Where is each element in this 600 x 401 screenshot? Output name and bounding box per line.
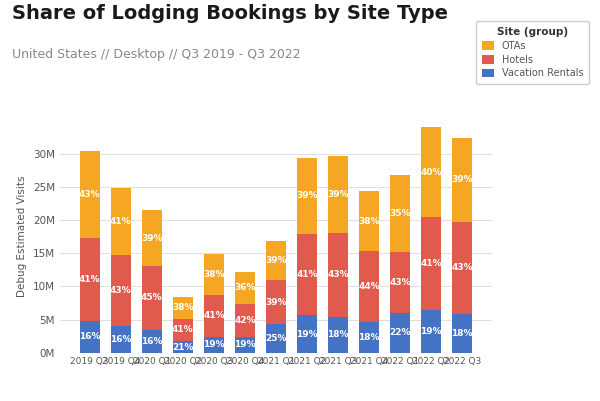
Bar <box>328 156 348 233</box>
Bar <box>421 217 442 310</box>
Bar <box>80 238 100 321</box>
Text: 40%: 40% <box>421 168 442 176</box>
Bar <box>359 322 379 353</box>
Bar <box>266 280 286 324</box>
Text: 41%: 41% <box>79 275 101 284</box>
Bar <box>452 138 472 222</box>
Text: United States // Desktop // Q3 2019 - Q3 2022: United States // Desktop // Q3 2019 - Q3… <box>12 48 301 61</box>
Text: 35%: 35% <box>389 209 411 218</box>
Text: 43%: 43% <box>451 263 473 273</box>
Bar <box>359 251 379 322</box>
Bar <box>142 330 162 353</box>
Bar <box>110 255 131 326</box>
Text: 39%: 39% <box>327 190 349 199</box>
Bar <box>173 319 193 341</box>
Text: 18%: 18% <box>358 333 380 342</box>
Text: 36%: 36% <box>234 283 256 292</box>
Text: 39%: 39% <box>265 298 287 307</box>
Text: 43%: 43% <box>389 278 411 287</box>
Text: Share of Lodging Bookings by Site Type: Share of Lodging Bookings by Site Type <box>12 4 448 23</box>
Text: 38%: 38% <box>172 303 194 312</box>
Bar <box>110 188 131 255</box>
Text: 19%: 19% <box>421 327 442 336</box>
Bar <box>390 313 410 353</box>
Text: 19%: 19% <box>234 340 256 350</box>
Text: 39%: 39% <box>265 256 287 265</box>
Text: 45%: 45% <box>141 294 163 302</box>
Text: 41%: 41% <box>172 326 194 334</box>
Text: 38%: 38% <box>358 217 380 226</box>
Text: 41%: 41% <box>203 312 225 320</box>
Bar <box>142 211 162 266</box>
Text: 43%: 43% <box>79 190 101 199</box>
Bar <box>266 241 286 280</box>
Bar <box>297 234 317 315</box>
Text: 19%: 19% <box>296 330 318 338</box>
Text: 39%: 39% <box>296 191 318 200</box>
Bar <box>328 317 348 353</box>
Bar <box>390 175 410 251</box>
Bar <box>235 271 255 304</box>
Text: 41%: 41% <box>296 270 318 279</box>
Bar <box>110 326 131 353</box>
Bar <box>80 321 100 353</box>
Bar <box>173 341 193 353</box>
Bar <box>266 324 286 353</box>
Text: 19%: 19% <box>203 340 225 349</box>
Bar <box>359 191 379 251</box>
Text: 38%: 38% <box>203 270 224 279</box>
Text: 39%: 39% <box>451 176 473 184</box>
Text: 18%: 18% <box>328 330 349 339</box>
Text: 16%: 16% <box>79 332 100 341</box>
Bar <box>421 310 442 353</box>
Text: 43%: 43% <box>327 270 349 279</box>
Bar <box>204 254 224 295</box>
Bar <box>452 222 472 314</box>
Text: 21%: 21% <box>172 342 194 352</box>
Text: 18%: 18% <box>452 329 473 338</box>
Text: 25%: 25% <box>265 334 287 343</box>
Bar <box>452 314 472 353</box>
Bar <box>235 337 255 353</box>
Text: 41%: 41% <box>110 217 131 226</box>
Bar <box>204 337 224 353</box>
Bar <box>235 304 255 337</box>
Y-axis label: Debug Estimated Visits: Debug Estimated Visits <box>17 176 28 297</box>
Text: 22%: 22% <box>389 328 411 338</box>
Text: 39%: 39% <box>141 234 163 243</box>
Text: 43%: 43% <box>110 286 131 295</box>
Bar <box>204 295 224 337</box>
Bar <box>80 151 100 238</box>
Bar <box>390 251 410 313</box>
Text: 42%: 42% <box>234 316 256 325</box>
Text: 41%: 41% <box>421 259 442 268</box>
Bar <box>297 158 317 234</box>
Bar <box>173 297 193 319</box>
Bar <box>297 315 317 353</box>
Legend: OTAs, Hotels, Vacation Rentals: OTAs, Hotels, Vacation Rentals <box>476 21 589 84</box>
Bar <box>142 266 162 330</box>
Text: 44%: 44% <box>358 282 380 291</box>
Bar <box>421 127 442 217</box>
Text: 16%: 16% <box>110 335 131 344</box>
Bar <box>328 233 348 317</box>
Text: 16%: 16% <box>141 337 163 346</box>
